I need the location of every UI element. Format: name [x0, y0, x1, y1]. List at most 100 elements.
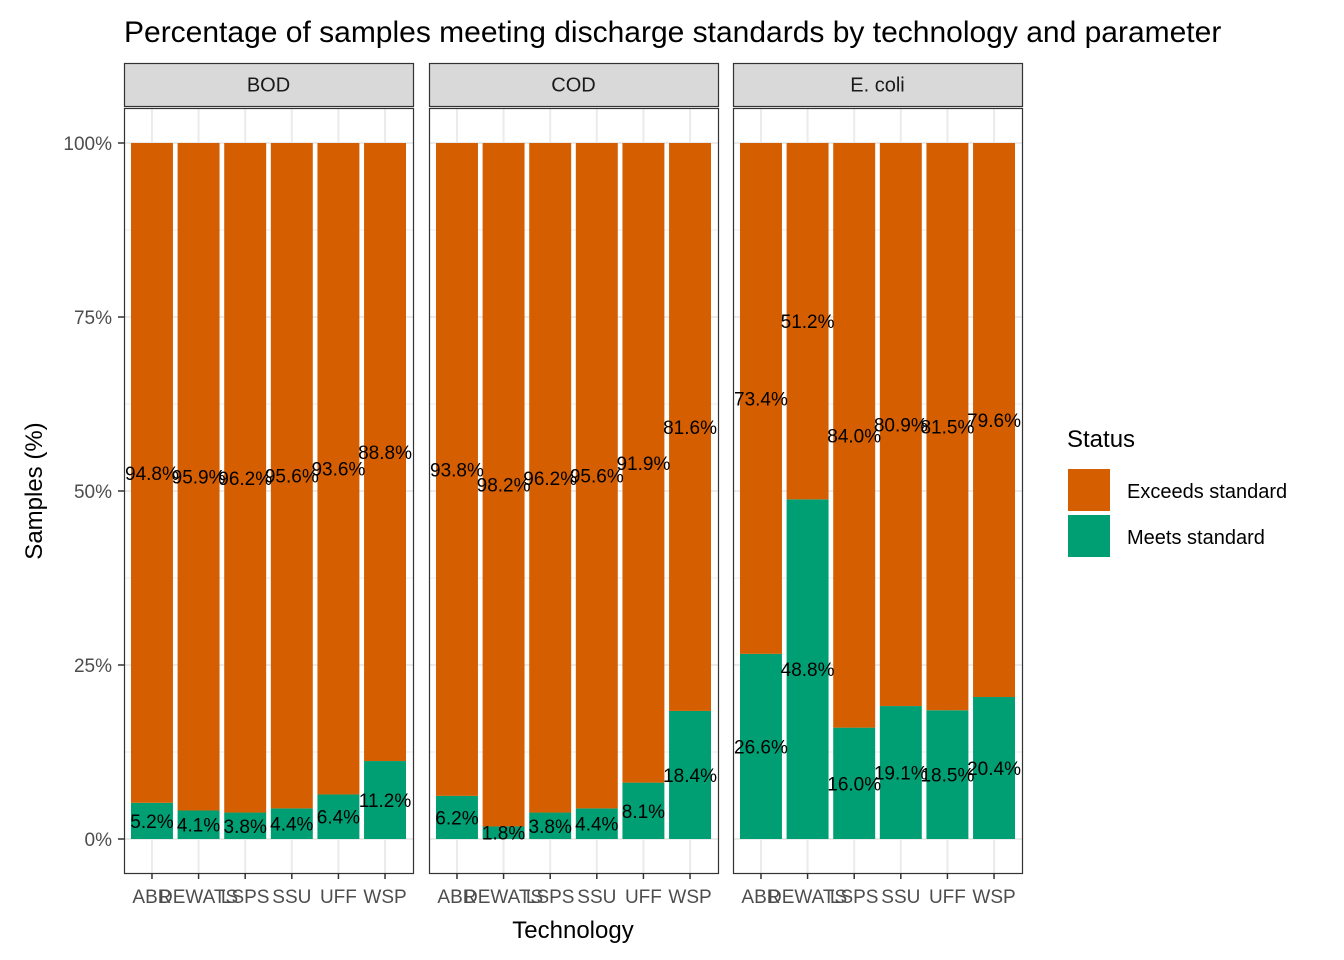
x-tick-label: LSPS: [526, 887, 575, 908]
bar-exceeds-ssu: [879, 143, 922, 707]
facet-panel-e-coli: E. coli 26.6% 73.4% 48.8% 51.2% 16.0% 84.0% 19.…: [732, 62, 1024, 908]
data-label-exceeds: 81.6%: [663, 418, 717, 439]
bar-meets-abr: [130, 802, 173, 839]
bar-exceeds-abr: [130, 143, 173, 803]
data-label-meets: 4.1%: [177, 816, 220, 837]
data-label-meets: 20.4%: [967, 759, 1021, 780]
bar-meets-ssu: [879, 706, 922, 839]
bar-meets-dewats: [177, 810, 220, 839]
data-label-meets: 8.1%: [622, 802, 665, 823]
bar-meets-wsp: [973, 697, 1016, 839]
facet-strip: [732, 62, 1024, 108]
data-label-meets: 18.4%: [663, 766, 717, 787]
x-tick-label: WSP: [668, 887, 711, 908]
legend-swatch-exceeds: [1068, 469, 1110, 511]
bar-meets-lsps: [224, 812, 267, 839]
data-label-exceeds: 93.8%: [430, 460, 484, 481]
bar-exceeds-uff: [622, 143, 665, 783]
x-tick-label: UFF: [320, 887, 357, 908]
bar-exceeds-lsps: [529, 143, 572, 813]
bar-exceeds-dewats: [177, 143, 220, 811]
bar-exceeds-uff: [317, 143, 360, 795]
data-label-exceeds: 95.6%: [265, 467, 319, 488]
data-label-exceeds: 96.2%: [218, 469, 272, 490]
data-label-exceeds: 96.2%: [523, 469, 577, 490]
chart-title: Percentage of samples meeting discharge …: [124, 16, 1221, 49]
facet-panel-cod: COD 6.2% 93.8% 1.8% 98.2% 3.8% 96.2% 4.4% 95.6% 8…: [428, 62, 720, 908]
bar-exceeds-abr: [739, 143, 782, 654]
data-label-exceeds: 95.6%: [570, 467, 624, 488]
x-tick-label: SSU: [272, 887, 311, 908]
bar-meets-lsps: [833, 727, 876, 839]
data-label-meets: 5.2%: [130, 812, 173, 833]
y-tick-label: 100%: [63, 134, 112, 155]
data-label-meets: 4.4%: [575, 815, 618, 836]
bar-exceeds-wsp: [364, 143, 407, 762]
data-label-exceeds: 80.9%: [874, 416, 928, 437]
x-tick-label: SSU: [577, 887, 616, 908]
x-tick-label: UFF: [625, 887, 662, 908]
bar-meets-wsp: [364, 761, 407, 839]
bar-meets-uff: [317, 794, 360, 839]
y-tick-label: 50%: [74, 482, 112, 503]
x-tick-label: DEWATS: [768, 887, 847, 908]
facet-strip: [428, 62, 720, 108]
x-tick-label: ABR: [741, 887, 780, 908]
data-label-exceeds: 93.6%: [311, 460, 365, 481]
bar-exceeds-wsp: [669, 143, 712, 711]
facet-strip-label: E. coli: [850, 75, 904, 97]
bar-exceeds-lsps: [224, 143, 267, 813]
data-label-meets: 18.5%: [920, 766, 974, 787]
data-label-meets: 26.6%: [734, 737, 788, 758]
bar-exceeds-ssu: [270, 143, 313, 809]
data-label-meets: 16.0%: [827, 774, 881, 795]
bar-exceeds-abr: [435, 143, 478, 796]
panel-border: [428, 107, 720, 875]
y-tick-label: 0%: [85, 830, 113, 851]
x-tick-label: ABR: [437, 887, 476, 908]
facet-strip-label: BOD: [247, 75, 290, 97]
facet-panel-bod: BOD 5.2% 94.8% 4.1% 95.9% 3.8% 96.2% 4.4% 95.6% 6…: [123, 62, 415, 908]
data-label-meets: 11.2%: [359, 791, 412, 812]
bar-meets-abr: [739, 653, 782, 839]
data-label-exceeds: 84.0%: [827, 426, 881, 447]
bar-meets-abr: [435, 795, 478, 839]
y-axis-title: Samples (%): [21, 422, 48, 559]
legend-label-exceeds: Exceeds standard: [1127, 481, 1287, 503]
bar-meets-ssu: [575, 808, 618, 839]
data-label-meets: 3.8%: [224, 817, 267, 838]
bar-exceeds-dewats: [482, 143, 525, 827]
bar-meets-uff: [622, 782, 665, 839]
facet-strip: [123, 62, 415, 108]
x-tick-label: LSPS: [221, 887, 270, 908]
x-axis-title: Technology: [512, 917, 633, 944]
data-label-exceeds: 79.6%: [967, 411, 1021, 432]
bar-meets-lsps: [529, 812, 572, 839]
bar-exceeds-uff: [926, 143, 969, 711]
data-label-meets: 19.1%: [874, 764, 928, 785]
data-label-exceeds: 98.2%: [477, 476, 531, 497]
data-label-exceeds: 51.2%: [781, 312, 835, 333]
bar-exceeds-ssu: [575, 143, 618, 809]
y-tick-label: 75%: [74, 308, 112, 329]
data-label-exceeds: 91.9%: [616, 454, 670, 475]
data-label-meets: 48.8%: [781, 660, 835, 681]
x-tick-label: DEWATS: [464, 887, 543, 908]
x-tick-label: WSP: [363, 887, 406, 908]
data-label-exceeds: 81.5%: [920, 418, 974, 439]
data-label-meets: 6.4%: [317, 808, 360, 829]
data-label-meets: 1.8%: [482, 824, 525, 845]
bar-meets-ssu: [270, 808, 313, 839]
legend-label-meets: Meets standard: [1127, 527, 1265, 549]
data-label-exceeds: 94.8%: [125, 464, 179, 485]
bar-meets-uff: [926, 710, 969, 839]
y-tick-label: 25%: [74, 656, 112, 677]
x-tick-label: UFF: [929, 887, 966, 908]
data-label-meets: 6.2%: [435, 808, 478, 829]
x-tick-label: DEWATS: [159, 887, 238, 908]
bar-meets-dewats: [786, 499, 829, 839]
x-tick-label: LSPS: [830, 887, 879, 908]
data-label-exceeds: 88.8%: [358, 443, 412, 464]
bar-exceeds-lsps: [833, 143, 876, 728]
